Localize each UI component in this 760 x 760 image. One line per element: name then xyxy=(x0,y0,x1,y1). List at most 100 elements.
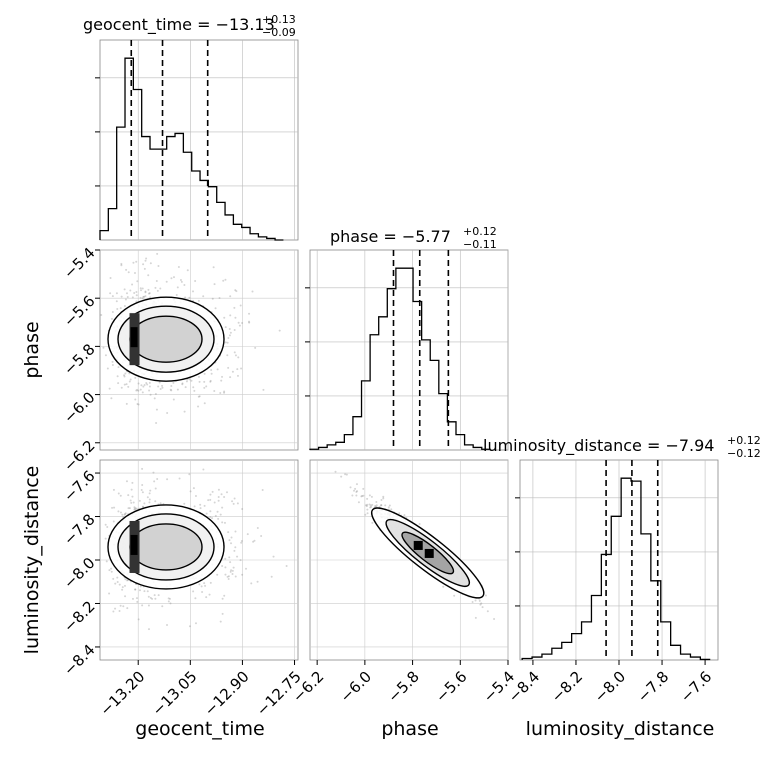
scatter-point xyxy=(198,395,201,398)
scatter-point xyxy=(124,578,127,581)
scatter-point xyxy=(123,584,126,587)
scatter-point xyxy=(188,378,191,381)
scatter-point xyxy=(134,588,137,591)
scatter-point xyxy=(127,507,130,510)
scatter-point xyxy=(135,389,138,392)
scatter-point xyxy=(227,336,230,339)
scatter-point xyxy=(224,573,227,576)
scatter-point xyxy=(227,531,230,534)
scatter-point xyxy=(106,367,109,370)
scatter-point xyxy=(384,504,387,507)
scatter-point xyxy=(190,379,193,382)
scatter-point xyxy=(143,295,146,298)
xtick-label-luminosity_distance-3: −7.8 xyxy=(634,668,672,706)
scatter-point xyxy=(208,593,211,596)
scatter-point xyxy=(209,380,212,383)
scatter-point xyxy=(209,516,212,519)
scatter-point xyxy=(194,494,197,497)
scatter-point xyxy=(172,381,175,384)
scatter-point xyxy=(261,489,264,492)
xtick-label-geocent_time-1: −13.05 xyxy=(149,668,201,720)
scatter-point xyxy=(246,533,249,536)
scatter-point xyxy=(141,297,144,300)
panel-frame-geocent_time xyxy=(99,39,299,241)
scatter-point xyxy=(398,512,401,515)
scatter-point xyxy=(127,271,130,274)
scatter-point xyxy=(112,610,115,613)
scatter-point xyxy=(248,312,251,315)
scatter-point xyxy=(229,314,232,317)
scatter-point xyxy=(349,486,352,489)
ytick-label-luminosity_distance-2: −8.0 xyxy=(60,554,98,592)
scatter-point xyxy=(141,467,144,470)
scatter-point xyxy=(231,500,234,503)
scatter-point xyxy=(216,573,219,576)
scatter-point xyxy=(270,575,273,578)
scatter-point xyxy=(111,364,114,367)
scatter-point xyxy=(117,492,120,495)
scatter-point xyxy=(223,594,226,597)
scatter-point xyxy=(149,489,152,492)
scatter-point xyxy=(161,386,164,389)
scatter-point xyxy=(362,494,365,497)
scatter-point xyxy=(161,605,164,608)
scatter-point xyxy=(234,354,237,357)
ylabel-luminosity-distance: luminosity_distance xyxy=(21,466,43,655)
scatter-point xyxy=(154,500,157,503)
scatter-point xyxy=(199,507,202,510)
scatter-point xyxy=(112,577,115,580)
scatter-point xyxy=(145,381,148,384)
scatter-point xyxy=(147,288,150,291)
scatter-point xyxy=(133,272,136,275)
scatter-point xyxy=(216,368,219,371)
density-peak-geocent_time-luminosity_distance xyxy=(130,534,138,555)
scatter-point xyxy=(177,265,180,268)
scatter-point xyxy=(130,501,133,504)
scatter-point xyxy=(194,622,197,625)
scatter-point xyxy=(147,292,150,295)
scatter-point xyxy=(256,526,259,529)
scatter-point xyxy=(156,478,159,481)
scatter-point xyxy=(131,296,134,299)
scatter-point xyxy=(132,501,135,504)
scatter-point xyxy=(211,517,214,520)
scatter-point xyxy=(129,378,132,381)
scatter-point xyxy=(170,389,173,392)
scatter-point xyxy=(345,473,348,476)
ytick-label-luminosity_distance-3: −7.8 xyxy=(60,510,98,548)
scatter-point xyxy=(227,577,230,580)
scatter-point xyxy=(201,591,204,594)
scatter-point xyxy=(134,508,137,511)
scatter-point xyxy=(109,292,112,295)
scatter-point xyxy=(140,384,143,387)
scatter-point xyxy=(216,510,219,513)
scatter-point xyxy=(148,381,151,384)
scatter-point xyxy=(238,324,241,327)
scatter-point xyxy=(355,494,358,497)
scatter-point xyxy=(334,470,337,473)
scatter-point xyxy=(228,556,231,559)
scatter-point xyxy=(369,504,372,507)
scatter-point xyxy=(375,505,378,508)
scatter-point xyxy=(189,490,192,493)
scatter-point xyxy=(233,497,236,500)
scatter-point xyxy=(211,297,214,300)
xtick-label-luminosity_distance-1: −8.2 xyxy=(548,668,586,706)
scatter-point xyxy=(155,408,158,411)
scatter-point xyxy=(133,506,136,509)
scatter-point xyxy=(121,586,124,589)
scatter-point xyxy=(480,602,483,605)
scatter-point xyxy=(157,594,160,597)
scatter-point xyxy=(380,498,383,501)
scatter-point xyxy=(133,291,136,294)
scatter-point xyxy=(256,580,259,583)
scatter-point xyxy=(142,385,145,388)
scatter-point xyxy=(143,384,146,387)
scatter-point xyxy=(224,566,227,569)
scatter-point xyxy=(237,321,240,324)
scatter-point xyxy=(248,320,251,323)
scatter-point xyxy=(380,504,383,507)
scatter-point xyxy=(240,539,243,542)
scatter-point xyxy=(143,590,146,593)
scatter-point xyxy=(188,296,191,299)
